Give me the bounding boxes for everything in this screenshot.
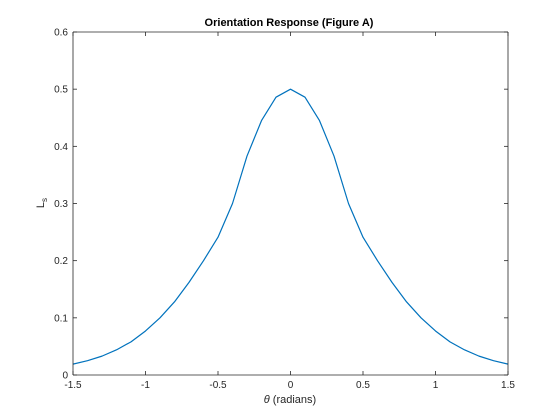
y-ticks: 0 0.1 0.2 0.3 0.4 0.5 0.6	[54, 28, 508, 382]
plot-area	[73, 32, 508, 375]
x-tick-label: -1	[141, 380, 150, 391]
y-tick-label: 0	[62, 371, 68, 382]
series-layer	[72, 88, 509, 365]
x-tick-label: 1.5	[501, 380, 515, 391]
y-tick-label: 0.1	[54, 313, 68, 324]
y-tick-label: 0.4	[54, 142, 68, 153]
y-axis-label: Ls	[35, 198, 49, 208]
x-ticks: -1.5 -1 -0.5 0 0.5 1 1.5	[64, 32, 515, 391]
x-axis-label: θ (radians)	[264, 394, 316, 406]
x-tick-label: -0.5	[209, 380, 227, 391]
x-tick-label: 0.5	[356, 380, 370, 391]
x-tick-label: 1	[433, 380, 439, 391]
x-axis-label-text: (radians)	[270, 394, 316, 406]
series-line	[72, 88, 509, 365]
y-tick-label: 0.6	[54, 28, 68, 39]
y-tick-label: 0.5	[54, 85, 68, 96]
x-tick-label: 0	[288, 380, 294, 391]
y-axis-label-base: L	[35, 202, 47, 208]
y-tick-label: 0.3	[54, 199, 68, 210]
y-tick-label: 0.2	[54, 256, 68, 267]
y-axis-label-subscript: s	[40, 198, 49, 202]
x-axis-label-symbol: θ	[264, 394, 270, 406]
chart-title: Orientation Response (Figure A)	[205, 17, 374, 29]
x-tick-label: -1.5	[64, 380, 82, 391]
